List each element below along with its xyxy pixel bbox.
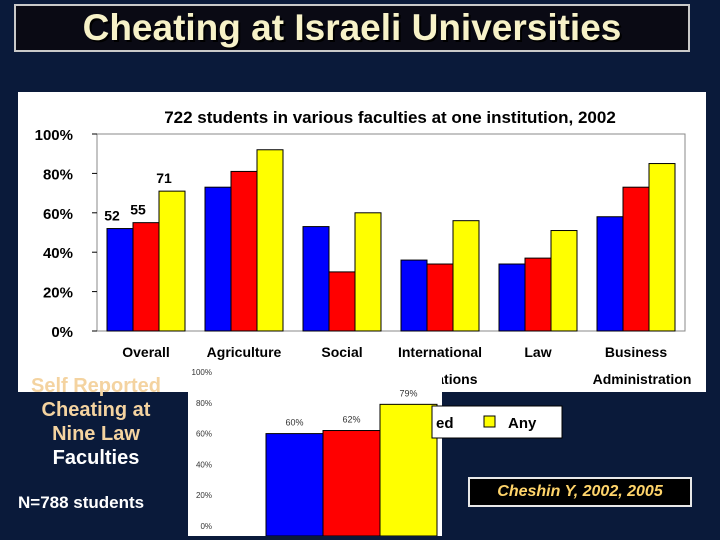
sample-size: N=788 students: [18, 493, 145, 512]
law-caption: Self Reported Cheating at Nine Law Facul…: [12, 374, 180, 470]
bar-international-any: [452, 220, 480, 332]
slide-title: Cheating at Israeli Universities: [82, 7, 622, 48]
law-bar-exam: [265, 433, 324, 536]
bar-business-exam: [596, 216, 624, 332]
x-tick-sublabel: Administration: [593, 371, 692, 387]
law-data-label: 60%: [285, 418, 303, 428]
law-bar-chart: 0% 20% 40% 60% 80% 100% 60% 62% 79%: [188, 362, 442, 536]
bar-business-any: [648, 163, 676, 332]
legend-label-any: Any: [508, 415, 537, 432]
x-tick-label: Business: [605, 344, 667, 360]
bar-international-assignment: [426, 263, 454, 332]
bar-business-assignment: [622, 186, 650, 332]
bar-law-any: [550, 230, 578, 332]
y-tick-label: 80%: [43, 166, 73, 183]
legend-swatch-any: [483, 415, 496, 428]
main-chart-title: 722 students in various faculties at one…: [164, 108, 616, 127]
bar-law-exam: [498, 263, 526, 332]
law-caption-line-4: Faculties: [52, 447, 140, 469]
x-tick-label: Law: [524, 344, 551, 360]
bar-agriculture-exam: [204, 186, 232, 332]
bar-social-exam: [302, 226, 330, 332]
x-tick-label: Agriculture: [207, 344, 282, 360]
bar-overall-exam: [106, 228, 134, 332]
x-tick-label: Overall: [122, 344, 169, 360]
law-y-tick-label: 60%: [196, 430, 212, 439]
data-label: 52: [104, 208, 120, 224]
law-caption-line-1: Self Reported: [30, 375, 162, 397]
law-y-tick-label: 40%: [196, 460, 212, 469]
data-label: 71: [156, 170, 172, 186]
y-tick-label: 0%: [51, 324, 73, 341]
x-tick-label: Social: [321, 344, 362, 360]
law-bar-any: [379, 403, 438, 536]
bar-social-any: [354, 212, 382, 332]
law-bar-assignment: [322, 430, 381, 536]
y-tick-label: 100%: [35, 127, 73, 144]
legend-box: [431, 405, 563, 439]
law-caption-line-2: Cheating at: [41, 399, 151, 421]
citation-text: Cheshin Y, 2002, 2005: [497, 483, 663, 500]
y-tick-label: 60%: [43, 206, 73, 223]
law-data-label: 62%: [342, 415, 360, 425]
law-y-tick-label: 80%: [196, 399, 212, 408]
law-y-tick-label: 20%: [196, 491, 212, 500]
y-tick-label: 40%: [43, 245, 73, 262]
bar-international-exam: [400, 259, 428, 332]
law-y-tick-label: 100%: [192, 368, 212, 377]
bar-social-assignment: [328, 271, 356, 332]
law-data-label: 79%: [399, 388, 417, 398]
bar-overall-assignment: [132, 222, 160, 332]
bar-law-assignment: [524, 257, 552, 332]
main-plot-frame: [96, 133, 686, 332]
bar-overall-any: [158, 190, 186, 332]
x-tick-label: International: [398, 344, 482, 360]
y-tick-label: 20%: [43, 285, 73, 302]
citation-box: Cheshin Y, 2002, 2005: [468, 477, 692, 507]
data-label: 55: [130, 202, 146, 218]
main-bar-chart: 722 students in various faculties at one…: [18, 92, 706, 392]
title-box: Cheating at Israeli Universities: [14, 4, 690, 52]
bar-agriculture-assignment: [230, 170, 258, 332]
law-y-tick-label: 0%: [200, 522, 212, 531]
law-caption-line-3: Nine Law: [52, 423, 140, 445]
bar-agriculture-any: [256, 149, 284, 332]
